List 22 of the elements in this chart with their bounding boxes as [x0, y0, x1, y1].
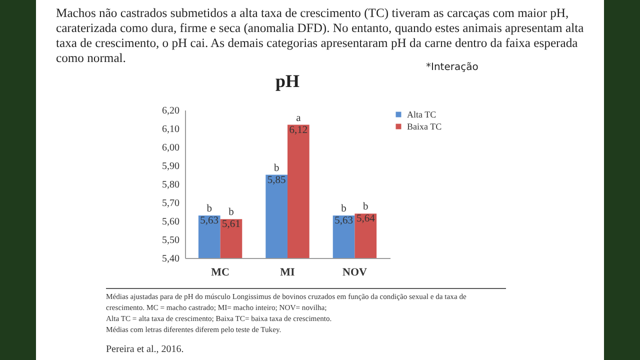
y-tick-label: 5,90 — [162, 161, 180, 172]
y-tick-label: 5,80 — [162, 180, 180, 190]
y-tick-label: 5,40 — [162, 254, 180, 264]
data-label: b 5,85 — [267, 162, 286, 186]
data-label: b 5,63 — [200, 203, 219, 226]
data-label: a 6,12 — [289, 112, 308, 136]
x-tick-label: MC — [211, 266, 230, 278]
legend-label: Alta TC — [407, 110, 436, 120]
y-tick-label: 5,50 — [162, 235, 180, 246]
y-tick-label: 5,60 — [162, 216, 180, 228]
chart-title: pH — [275, 71, 300, 91]
y-tick-label: 6,20 — [162, 106, 180, 116]
y-tick-label: 6,10 — [162, 124, 180, 135]
text: Pereira et al., 2016. — [106, 344, 184, 355]
data-label: b 5,64 — [356, 202, 376, 225]
y-tick-label: 6,00 — [162, 142, 180, 154]
x-tick-label: NOV — [342, 266, 367, 278]
data-label: b 5,61 — [222, 207, 240, 230]
legend-label: Baixa TC — [407, 122, 442, 132]
x-tick-label: MI — [280, 266, 295, 278]
y-tick-label: 5,70 — [162, 198, 180, 209]
data-label: b 5,63 — [334, 203, 353, 226]
